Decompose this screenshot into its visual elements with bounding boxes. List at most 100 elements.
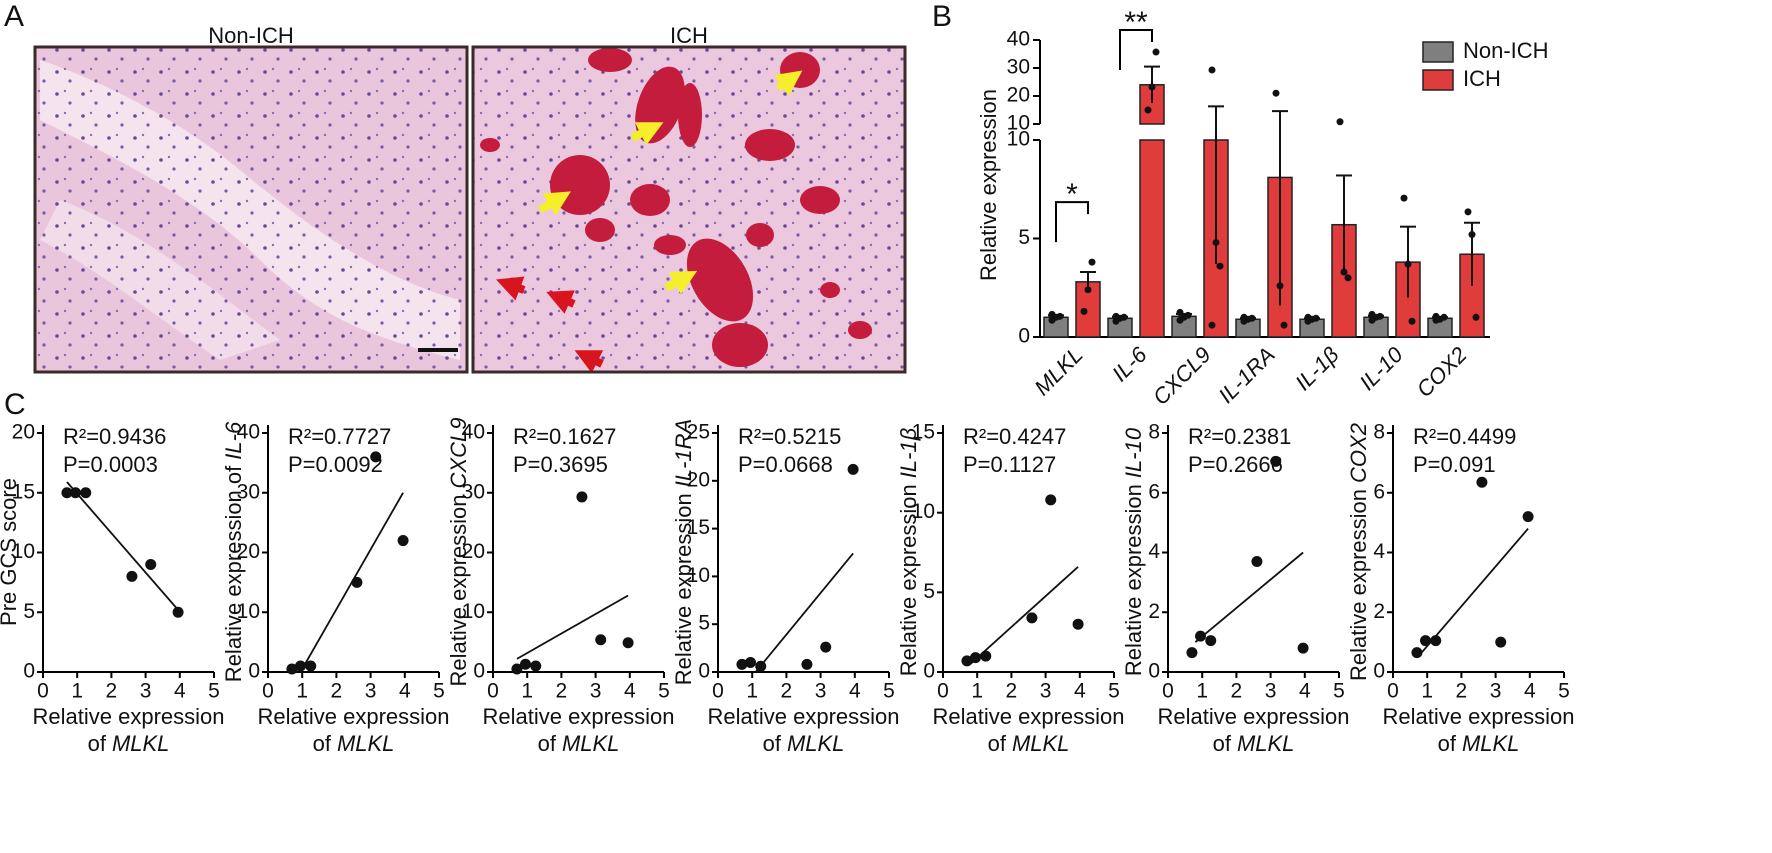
- y-tick-label: 2: [1373, 600, 1385, 623]
- y-axis-label-part: Relative expression: [446, 494, 471, 686]
- stat-label: P=0.0092: [288, 452, 383, 477]
- x-tick-label: 4: [849, 680, 861, 703]
- data-point: [1205, 635, 1217, 647]
- x-axis-label: of MLKL: [88, 731, 170, 756]
- data-point: [1272, 89, 1280, 97]
- x-tick-label: 5: [1558, 680, 1570, 703]
- data-point: [755, 660, 767, 672]
- y-tick-label: 10: [1007, 112, 1030, 135]
- y-tick-label: 5: [698, 612, 710, 635]
- x-axis-label-part: of: [988, 731, 1007, 756]
- stat-label: P=0.2666: [1188, 452, 1283, 477]
- x-tick-label: 0: [712, 680, 724, 703]
- image-title: Non-ICH: [208, 23, 294, 48]
- fit-line: [516, 594, 629, 660]
- data-point: [1276, 282, 1284, 290]
- x-axis-label: Relative expression: [933, 704, 1125, 729]
- data-point: [1084, 286, 1092, 294]
- x-axis-label: Relative expression: [1383, 704, 1575, 729]
- y-tick-label: 0: [1373, 660, 1385, 683]
- stat-label: R²=0.4247: [963, 424, 1066, 449]
- data-point: [1248, 314, 1256, 322]
- y-tick-label: 15: [12, 480, 35, 503]
- y-tick-label: 5: [1018, 226, 1030, 249]
- x-axis-label: Relative expression: [33, 704, 225, 729]
- y-axis-label-part: IL-1β: [896, 427, 921, 478]
- data-point: [1340, 268, 1348, 276]
- x-tick-label: 5: [208, 680, 220, 703]
- y-axis-label-part: IL-10: [1121, 427, 1146, 478]
- x-tick-label: 4: [624, 680, 636, 703]
- data-point: [126, 570, 138, 582]
- y-tick-label: 5: [923, 580, 935, 603]
- x-axis-label-part: MLKL: [1462, 731, 1519, 756]
- x-tick-label: 1: [1196, 680, 1208, 703]
- data-point: [1148, 83, 1156, 91]
- data-point: [1344, 274, 1352, 282]
- y-axis-label-part: COX2: [1346, 423, 1371, 483]
- fit-line: [969, 566, 1079, 665]
- x-tick-label: 2: [556, 680, 568, 703]
- y-tick-label: 20: [237, 540, 260, 563]
- data-point: [1048, 310, 1056, 318]
- y-tick-label: 30: [462, 480, 485, 503]
- stat-label: R²=0.7727: [288, 424, 391, 449]
- x-tick-label: 2: [1006, 680, 1018, 703]
- data-point: [969, 652, 981, 664]
- x-axis-label-part: MLKL: [112, 731, 169, 756]
- y-tick-label: 2: [1148, 600, 1160, 623]
- data-point: [1464, 208, 1472, 216]
- data-point: [980, 650, 992, 662]
- y-tick-label: 20: [1007, 84, 1030, 107]
- y-axis-label-part: Relative expression: [1346, 489, 1371, 681]
- y-tick-label: 20: [462, 540, 485, 563]
- significance-label: **: [1124, 6, 1148, 39]
- x-tick-label: 1: [971, 680, 983, 703]
- data-point: [1468, 231, 1476, 239]
- y-axis-label-part: IL-1RA: [671, 419, 696, 487]
- data-point: [1152, 48, 1160, 56]
- data-point: [1208, 66, 1216, 74]
- data-point: [1476, 476, 1488, 488]
- data-point: [1088, 258, 1096, 266]
- x-tick-label: 3: [1265, 680, 1277, 703]
- y-tick-label: 15: [912, 421, 935, 444]
- data-point: [1144, 106, 1152, 114]
- x-axis-label-part: MLKL: [787, 731, 844, 756]
- y-axis-label: Relative expression COX2: [1346, 423, 1371, 681]
- data-point: [1400, 194, 1408, 202]
- stat-label: R²=0.5215: [738, 424, 841, 449]
- x-tick-label: 2: [1231, 680, 1243, 703]
- data-point: [1297, 642, 1309, 654]
- legend-label: Non-ICH: [1463, 38, 1549, 63]
- data-point: [595, 634, 607, 646]
- data-point: [397, 535, 409, 547]
- x-tick-label: IL-1RA: [1214, 342, 1280, 408]
- x-tick-label: 0: [1387, 680, 1399, 703]
- y-tick-label: 10: [687, 564, 710, 587]
- stat-label: R²=0.1627: [513, 424, 616, 449]
- y-tick-label: 0: [248, 660, 260, 683]
- image-title: ICH: [670, 23, 708, 48]
- x-tick-label: 3: [365, 680, 377, 703]
- y-axis-label: Relative expression IL-1RA: [671, 419, 696, 685]
- x-tick-label: 0: [487, 680, 499, 703]
- legend-swatch: [1422, 69, 1454, 91]
- y-tick-label: 10: [237, 600, 260, 623]
- data-point: [1368, 310, 1376, 318]
- data-point: [1495, 636, 1507, 648]
- data-point: [1270, 455, 1282, 467]
- y-tick-label: 10: [912, 500, 935, 523]
- y-axis-label-part: Relative expression of: [221, 465, 246, 682]
- data-point: [1120, 313, 1128, 321]
- x-axis-label: of MLKL: [763, 731, 845, 756]
- x-axis-label-part: MLKL: [1012, 731, 1069, 756]
- y-tick-label: 40: [1007, 28, 1030, 51]
- stat-label: P=0.0003: [63, 452, 158, 477]
- data-point: [61, 487, 73, 499]
- data-point: [1522, 511, 1534, 523]
- y-tick-label: 20: [12, 421, 35, 444]
- data-point: [847, 463, 859, 475]
- data-point: [530, 660, 542, 672]
